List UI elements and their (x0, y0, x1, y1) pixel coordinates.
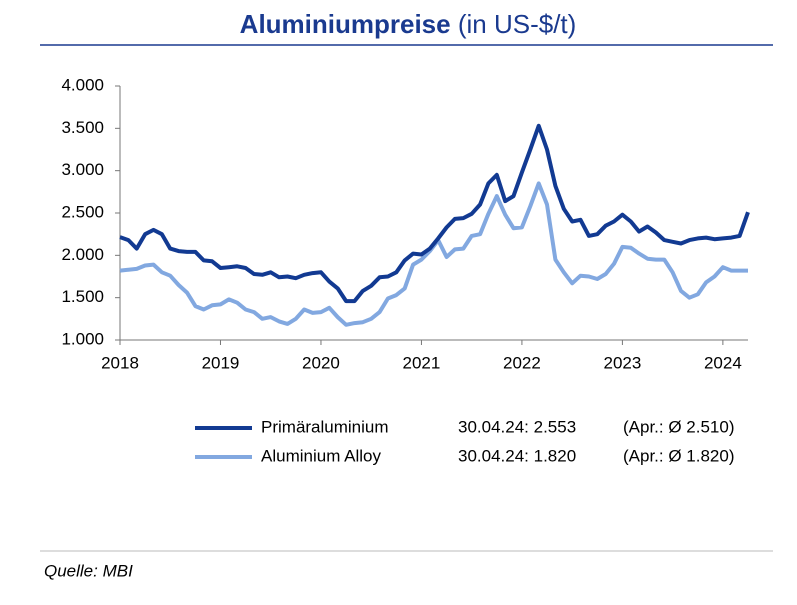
x-tick-label: 2024 (704, 353, 742, 372)
legend-latest: 30.04.24: 2.553 (458, 417, 576, 436)
source: Quelle: MBI (44, 561, 133, 580)
y-tick-label: 1.000 (61, 329, 104, 348)
chart-title: Aluminiumpreise (in US-$/t) (240, 9, 577, 39)
y-tick-label: 3.000 (61, 160, 104, 179)
series-line (119, 181, 748, 327)
x-tick-label: 2020 (302, 353, 340, 372)
y-tick-label: 2.000 (61, 245, 104, 264)
legend-label: Aluminium Alloy (261, 446, 381, 465)
x-tick-label: 2023 (603, 353, 641, 372)
legend-average: (Apr.: Ø 1.820) (623, 446, 735, 465)
legend-label: Primäraluminium (261, 417, 389, 436)
legend-average: (Apr.: Ø 2.510) (623, 417, 735, 436)
y-tick-label: 2.500 (61, 202, 104, 221)
y-tick-label: 1.500 (61, 287, 104, 306)
y-tick-label: 3.500 (61, 118, 104, 137)
x-tick-label: 2018 (101, 353, 139, 372)
series-line (119, 123, 750, 304)
x-tick-label: 2022 (503, 353, 541, 372)
legend-latest: 30.04.24: 1.820 (458, 446, 576, 465)
title-unit: (in US-$/t) (458, 9, 576, 39)
title-main: Aluminiumpreise (240, 9, 451, 39)
y-tick-label: 4.000 (61, 75, 104, 94)
x-tick-label: 2019 (202, 353, 240, 372)
x-tick-label: 2021 (403, 353, 441, 372)
